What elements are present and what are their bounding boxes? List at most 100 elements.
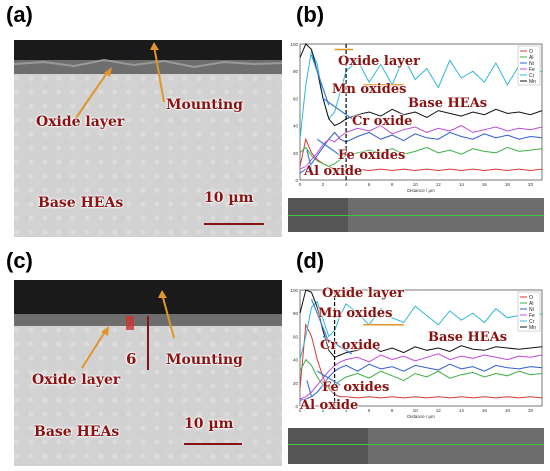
x-tick-label: 10 [413,182,419,187]
mounting-label: Mounting [166,352,243,368]
series-line-al [299,146,543,167]
x-tick-label: 2 [322,408,325,413]
x-axis-label: Distance / µm [407,414,435,419]
legend-entry: Mn [529,325,536,331]
line-scan-chart-b: 0 20 40 60 80 100 0 2 4 6 8 10 12 14 16 18 20 Distance / … [290,42,543,193]
cr-oxide-label-b: Cr oxide [352,114,413,129]
x-axis-label: Distance / µm [407,188,435,193]
series-line-ni [299,363,543,401]
legend-entry: Fe [529,67,535,73]
legend-entry: O [529,295,533,301]
y-tick-label: 20 [293,151,299,156]
base-hea-label: Base HEAs [38,195,124,211]
x-tick-label: 16 [482,408,488,413]
series-line-mn [299,289,543,358]
base-hea-label-d: Base HEAs [428,330,508,345]
arrow-mn [310,54,330,106]
x-tick-label: 4 [345,408,348,413]
y-tick-label: 100 [290,42,298,47]
y-tick-label: 0 [295,178,298,183]
fe-oxides-label-d: Fe oxides [322,380,390,395]
legend-entry: Ni [529,61,534,67]
scale-bar-label: 10 µm [184,416,234,432]
series-line-al [299,358,543,390]
x-tick-label: 12 [436,408,442,413]
arrow-mn [310,299,330,343]
legend-entry: Al [529,301,533,307]
y-tick-label: 80 [293,69,299,74]
series-line-mn [299,43,543,127]
x-tick-label: 10 [413,408,419,413]
oxide-layer-label: Oxide layer [32,372,121,388]
arrow-al [306,149,313,170]
legend-entry: Ni [529,307,534,313]
annotation-arrows-a [14,42,282,225]
y-tick-label: 40 [293,124,299,129]
fe-oxides-label-b: Fe oxides [338,148,406,163]
y-tick-label: 0 [295,404,298,409]
base-hea-region [14,326,282,466]
series-line-fe [299,353,543,400]
scale-bar-label: 10 µm [204,190,254,206]
y-tick-label: 60 [293,96,299,101]
series-line-ni [299,131,543,174]
al-oxide-label-d: Al oxide [300,398,359,413]
plot-frame [299,289,543,407]
panel-a-letter: (a) [6,2,33,27]
x-tick-label: 6 [368,182,371,187]
arrow-al [306,380,313,397]
mounting-region [14,280,282,318]
x-tick-label: 14 [459,408,465,413]
mounting-label: Mounting [166,97,243,113]
panel-b-letter: (b) [296,2,325,27]
arrow-fe [316,138,341,157]
x-tick-label: 8 [391,182,394,187]
legend-entry: Al [529,55,533,61]
mn-oxides-label-d: Mn oxides [318,306,393,321]
x-tick-label: 20 [528,182,534,187]
base-hea-label: Base HEAs [34,424,120,440]
x-tick-label: 2 [322,182,325,187]
annotation-arrows-c [81,290,242,445]
scan-line [288,444,544,445]
arrow-cr [322,97,353,120]
oxide-layer-label: Oxide layer [36,114,125,130]
x-tick-label: 0 [299,408,302,413]
oxide-layer-label-d: Oxide layer [322,286,404,301]
cr-oxide-label-d: Cr oxide [320,338,381,353]
arrow-cr [322,335,353,355]
y-tick-label: 100 [290,288,298,293]
x-tick-label: 18 [505,182,511,187]
base-hea-label-b: Base HEAs [408,96,488,111]
base-hea-region [14,74,282,237]
legend-entry: Mn [529,79,536,85]
y-tick-label: 60 [293,334,299,339]
oxide-layer-label-b: Oxide layer [338,54,420,69]
plot-frame [299,43,543,181]
x-tick-label: 12 [436,182,442,187]
x-tick-label: 14 [459,182,465,187]
x-tick-label: 0 [299,182,302,187]
y-tick-label: 40 [293,358,299,363]
point-six-label: 6 [126,350,137,368]
sem-image-a: Mounting Oxide layer Base HEAs 10 µm [14,40,282,237]
x-tick-label: 8 [391,408,394,413]
al-oxide-label-b: Al oxide [304,164,363,179]
y-tick-label: 80 [293,311,299,316]
legend-entry: Cr [529,73,535,79]
linescan-image-strip-d [288,428,544,464]
x-tick-label: 20 [528,408,534,413]
legend-entry: Fe [529,313,535,319]
x-tick-label: 4 [345,182,348,187]
panel-c-letter: (c) [6,248,33,273]
strip-dark-region [288,428,368,464]
x-tick-label: 6 [368,408,371,413]
scan-line [288,215,544,216]
series-line-cr [299,300,543,360]
linescan-image-strip-b [288,198,544,232]
y-tick-label: 20 [293,381,299,386]
arrow-fe [316,370,341,386]
x-tick-label: 18 [505,408,511,413]
legend-entry: Cr [529,319,535,325]
panel-d-letter: (d) [296,248,325,273]
